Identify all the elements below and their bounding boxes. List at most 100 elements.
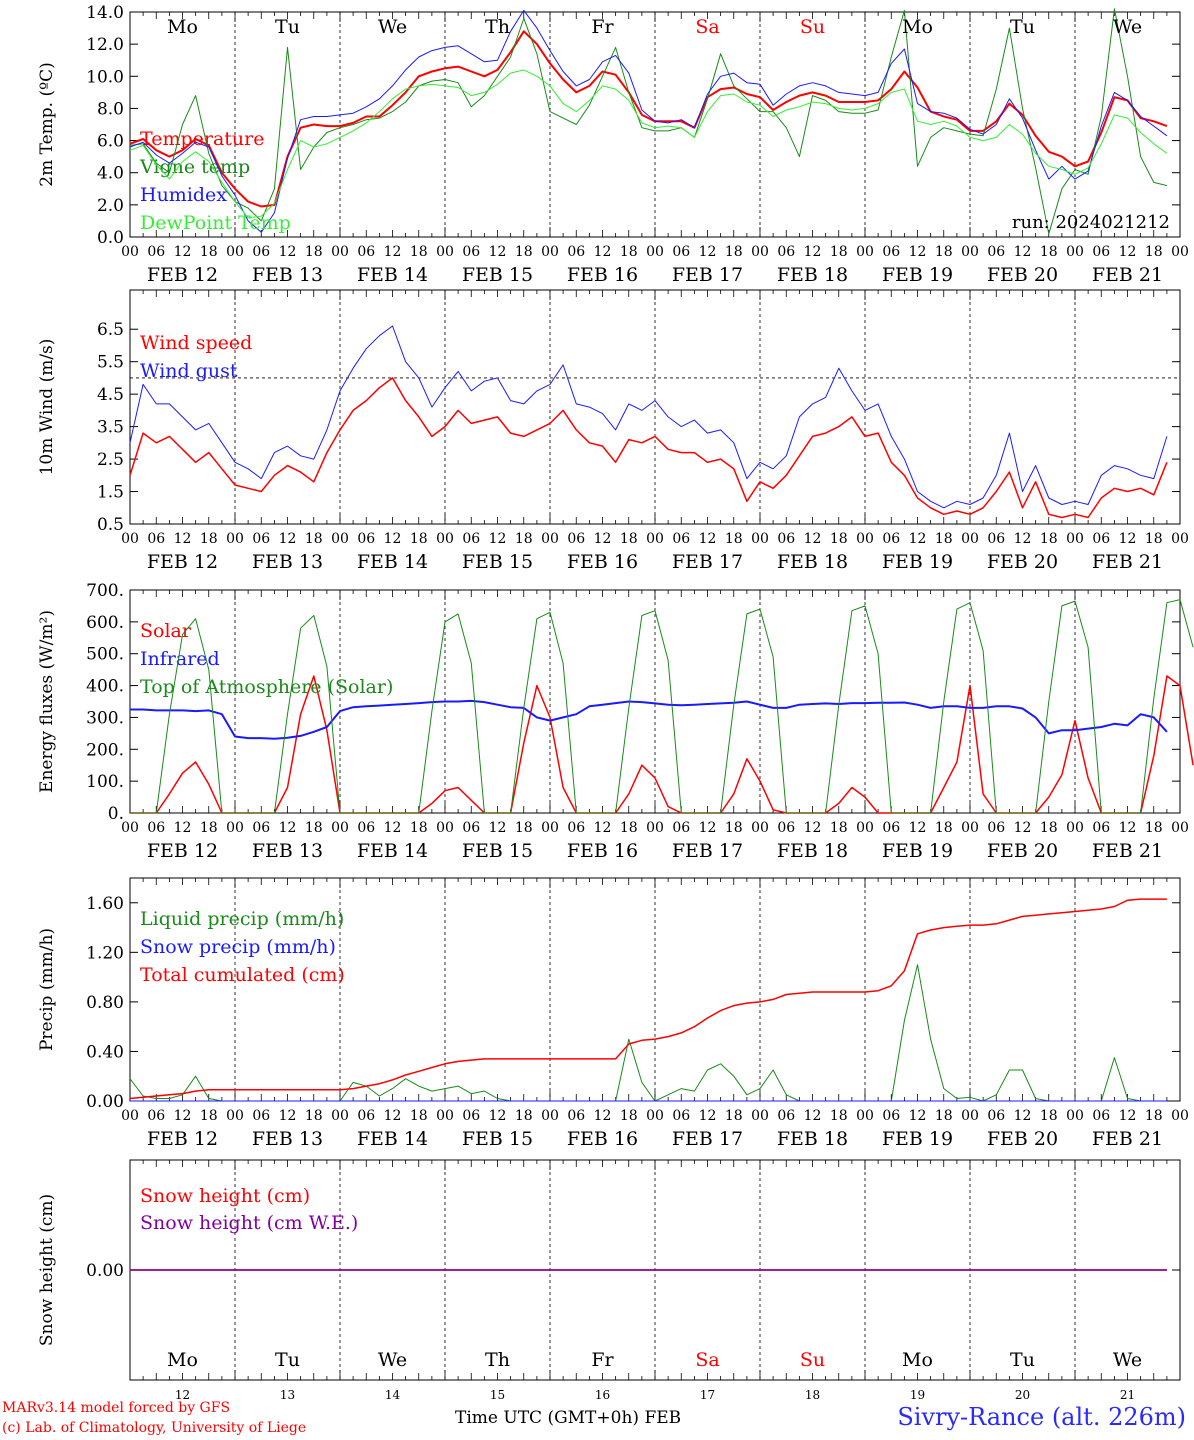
hour-tick-label: 12 [594,244,612,260]
hour-tick-label: 06 [357,820,375,836]
series-line-humidex [129,9,1168,233]
hour-tick-label: 18 [200,244,218,260]
y-tick-label: 4.5 [97,385,124,405]
hour-tick-label: 00 [856,1108,874,1124]
date-label: FEB 18 [777,1128,848,1150]
hour-tick-label: 18 [1145,244,1163,260]
date-label: FEB 20 [987,264,1058,286]
panel-3: 0. 100. 200. 300. 400. 500. 600. 700. Energy flu… [37,581,1194,862]
date-label: FEB 20 [987,840,1058,862]
time-axis-label: Time UTC (GMT+0h) FEB [455,1408,682,1428]
panel-5: 0.00 Snow height (cm) Snow height (cm) Snow… [37,1159,1181,1402]
hour-tick-label: 00 [961,531,979,547]
day-of-week-label: Th [485,1349,510,1371]
date-label: FEB 16 [567,1128,638,1150]
date-label: FEB 19 [882,1128,953,1150]
hour-tick-label: 18 [935,820,953,836]
date-label: FEB 15 [462,840,533,862]
date-label: FEB 12 [147,1128,218,1150]
legend-entry: Humidex [140,184,227,206]
hour-tick-label: 12 [699,244,717,260]
hour-tick-label: 18 [830,820,848,836]
station-title: Sivry-Rance (alt. 226m) [897,1403,1186,1431]
hour-tick-label: 18 [935,531,953,547]
date-label: FEB 19 [882,840,953,862]
hour-tick-label: 00 [436,1108,454,1124]
hour-tick-label: 12 [1014,820,1032,836]
hour-tick-label: 00 [751,820,769,836]
hour-tick-label: 00 [961,820,979,836]
hour-tick-label: 18 [1040,1108,1058,1124]
hour-tick-label: 00 [646,1108,664,1124]
panel-2: 0.5 1.5 2.5 3.5 4.5 5.5 6.5 10m Wind (m/s) Wind … [37,289,1189,573]
hour-tick-label: 00 [856,244,874,260]
date-label: FEB 14 [357,840,428,862]
hour-tick-label: 12 [384,820,402,836]
y-tick-label: 6.0 [97,132,124,152]
y-axis-label: 2m Temp. (ºC) [37,62,57,187]
day-of-week-label: We [378,1349,407,1371]
panel-frame [129,11,1181,238]
hour-tick-label: 06 [672,820,690,836]
hour-tick-label: 12 [804,244,822,260]
hour-tick-label: 06 [882,820,900,836]
series-line-dewpoint-temp [129,69,1168,219]
hour-tick-label: 06 [147,1108,165,1124]
hour-tick-label: 06 [357,1108,375,1124]
date-label: FEB 13 [252,264,323,286]
hour-tick-label: 06 [882,1108,900,1124]
hour-tick-label: 18 [1145,531,1163,547]
hour-tick-label: 12 [1119,820,1137,836]
hour-tick-label: 06 [777,820,795,836]
hour-tick-label: 12 [594,820,612,836]
day-number-label: 20 [1015,1388,1030,1402]
y-tick-label: 8.0 [97,99,124,119]
y-tick-label: 6.5 [97,320,124,340]
day-number-label: 16 [595,1388,610,1402]
y-tick-label: 0.00 [86,1092,124,1112]
day-of-week-label: Tu [275,16,300,38]
hour-tick-label: 12 [384,244,402,260]
day-of-week-label: Su [800,16,825,38]
hour-tick-label: 06 [462,820,480,836]
date-label: FEB 19 [882,551,953,573]
hour-tick-label: 00 [646,531,664,547]
hour-tick-label: 06 [252,531,270,547]
hour-tick-label: 18 [410,244,428,260]
model-credit: MARv3.14 model forced by GFS [2,1400,231,1416]
hour-tick-label: 00 [1171,820,1189,836]
hour-tick-label: 00 [541,1108,559,1124]
y-tick-label: 0.80 [86,993,124,1013]
hour-tick-label: 00 [541,531,559,547]
date-label: FEB 21 [1092,551,1163,573]
hour-tick-label: 18 [725,1108,743,1124]
y-tick-label: 600. [86,613,124,633]
hour-tick-label: 12 [594,1108,612,1124]
hour-tick-label: 06 [1092,531,1110,547]
y-tick-label: 1.5 [97,483,124,503]
hour-tick-label: 18 [200,531,218,547]
panel-1: 0.0 2.0 4.0 6.0 8.0 10.0 12.0 14.0 2m Temp. (ºC)… [37,3,1189,286]
hour-tick-label: 00 [751,531,769,547]
hour-tick-label: 18 [305,820,323,836]
hour-tick-label: 00 [226,531,244,547]
hour-tick-label: 18 [725,820,743,836]
hour-tick-label: 12 [699,531,717,547]
hour-tick-label: 12 [174,531,192,547]
y-tick-label: 700. [86,581,124,601]
hour-tick-label: 12 [804,531,822,547]
hour-tick-label: 12 [1014,1108,1032,1124]
legend-entry: Wind speed [140,332,252,354]
hour-tick-label: 18 [1040,820,1058,836]
series-line-top-of-atmosphere-solar- [130,599,1194,814]
hour-tick-label: 00 [226,1108,244,1124]
hour-tick-label: 18 [515,244,533,260]
hour-tick-label: 18 [1145,1108,1163,1124]
hour-tick-label: 12 [699,820,717,836]
y-tick-label: 0.40 [86,1042,124,1062]
hour-tick-label: 12 [1119,531,1137,547]
hour-tick-label: 06 [987,244,1005,260]
hour-tick-label: 00 [646,244,664,260]
hour-tick-label: 06 [672,1108,690,1124]
legend-entry: Temperature [140,128,264,150]
